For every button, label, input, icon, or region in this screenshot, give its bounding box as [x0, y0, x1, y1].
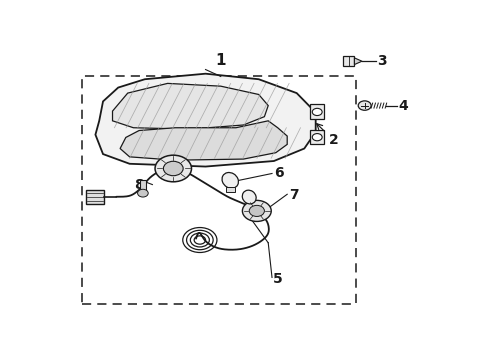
Polygon shape [113, 84, 268, 129]
Text: 6: 6 [274, 166, 284, 180]
Circle shape [249, 205, 265, 216]
Polygon shape [120, 121, 287, 160]
Text: 4: 4 [398, 99, 408, 113]
Circle shape [138, 189, 148, 197]
Circle shape [358, 101, 371, 110]
Ellipse shape [222, 172, 239, 188]
Bar [226, 186, 235, 192]
Text: 5: 5 [273, 273, 283, 286]
Polygon shape [354, 58, 362, 64]
Circle shape [243, 201, 271, 221]
Text: 8: 8 [134, 179, 144, 192]
Circle shape [312, 108, 322, 116]
Bar [82, 76, 356, 304]
Circle shape [312, 134, 322, 141]
Circle shape [155, 155, 192, 182]
Bar [310, 130, 324, 144]
Polygon shape [96, 74, 316, 167]
Text: 7: 7 [289, 188, 299, 202]
Bar [310, 104, 324, 120]
Ellipse shape [242, 190, 256, 204]
Bar [86, 190, 104, 204]
Text: 2: 2 [317, 124, 339, 147]
Text: 1: 1 [216, 53, 226, 68]
Circle shape [163, 161, 183, 176]
Text: 3: 3 [377, 54, 387, 68]
Bar [343, 56, 354, 66]
Bar [140, 180, 146, 192]
